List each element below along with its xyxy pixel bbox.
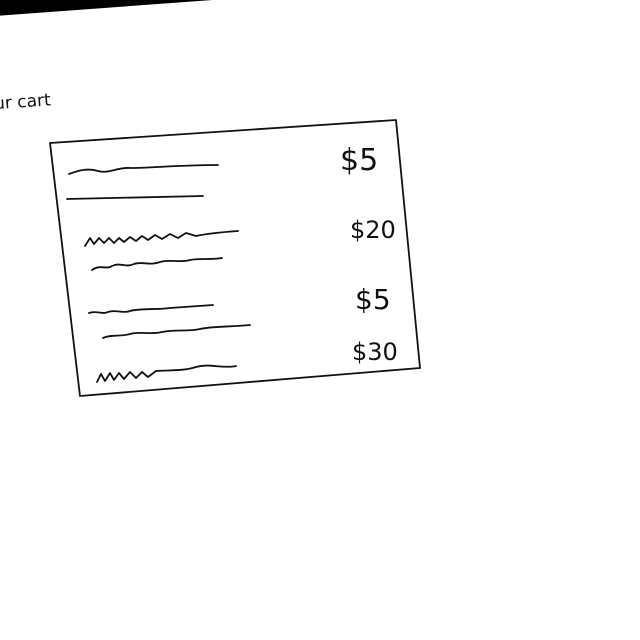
item-2-desc-scribble [91,257,223,271]
cart-box [49,119,421,397]
item-1-price: $5 [340,143,378,178]
item-1-desc-scribble [66,195,204,200]
item-4-name-scribble [96,364,237,383]
cart-heading: ur cart [0,90,52,114]
item-2-price: $20 [350,216,396,244]
item-4-price: $30 [352,338,398,366]
item-3-price: $5 [355,283,391,316]
item-2-name-scribble [84,230,239,247]
item-3-name-scribble [88,304,214,314]
item-3-desc-scribble [102,324,251,339]
item-1-name-scribble [68,164,219,175]
